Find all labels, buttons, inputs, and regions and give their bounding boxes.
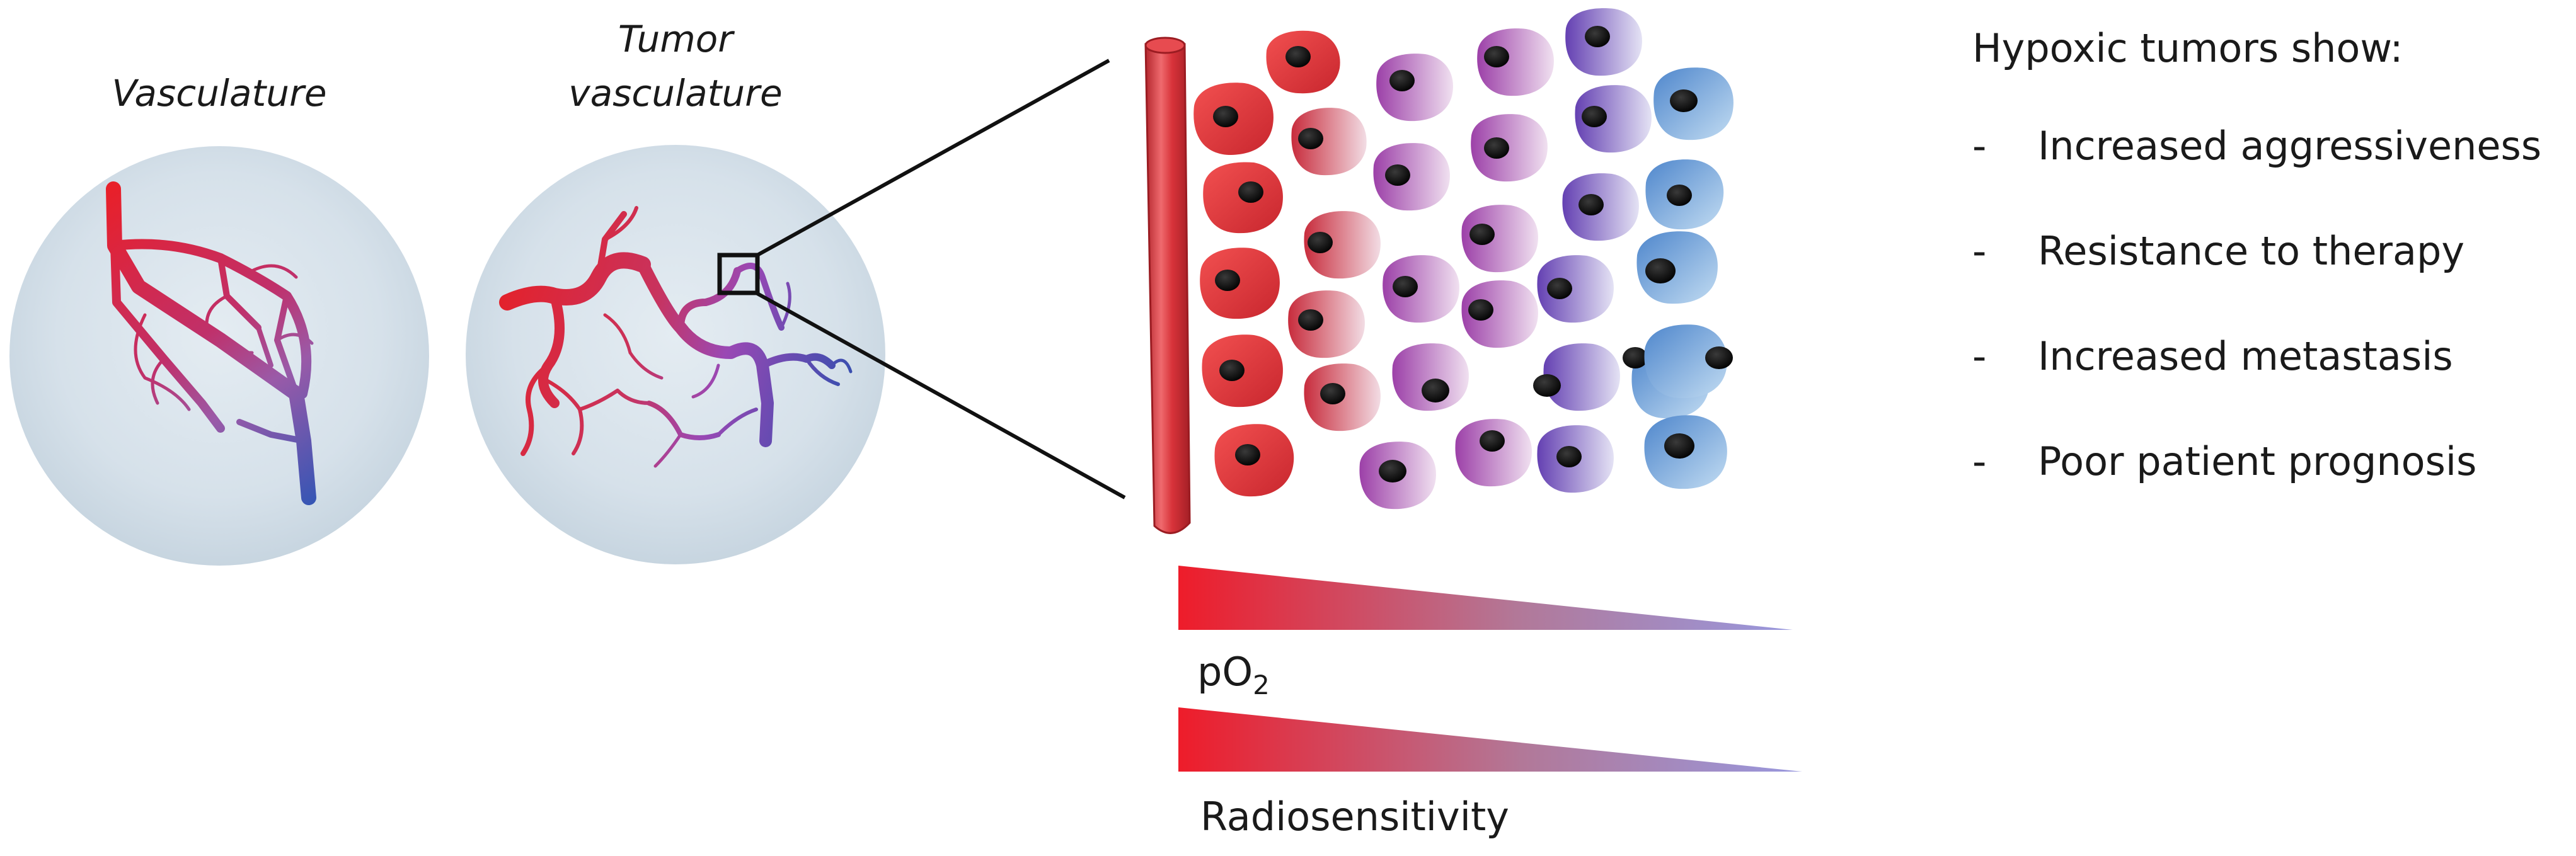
cell xyxy=(1288,290,1365,358)
hypoxia-heading: Hypoxic tumors show: xyxy=(1972,25,2403,71)
cell xyxy=(1645,159,1724,230)
cell xyxy=(1193,83,1274,155)
cell xyxy=(1392,343,1469,411)
normal-vasculature-label: Vasculature xyxy=(112,72,326,115)
cell xyxy=(1644,324,1733,399)
effect-text: Resistance to therapy xyxy=(2038,228,2465,274)
cell xyxy=(1214,424,1294,497)
cell xyxy=(1359,442,1436,510)
bullet-dash: - xyxy=(1972,333,1987,379)
effect-text: Increased aggressiveness xyxy=(2038,123,2542,169)
cell xyxy=(1461,280,1538,348)
cell xyxy=(1461,205,1538,273)
cell xyxy=(1537,255,1614,323)
tumor-vasculature-label-line1: Tumor xyxy=(618,18,735,60)
effect-text: Increased metastasis xyxy=(2038,333,2453,379)
zoom-region-box xyxy=(717,253,760,295)
cell xyxy=(1533,343,1620,411)
cell xyxy=(1653,67,1734,140)
radiosensitivity-gradient-wedge xyxy=(1178,707,1802,772)
hypoxia-effects-panel: Hypoxic tumors show: - Increased aggressi… xyxy=(1972,25,2565,544)
cell xyxy=(1291,108,1367,176)
cell xyxy=(1304,211,1381,279)
tumor-vessel-network xyxy=(499,206,853,468)
cell xyxy=(1376,54,1453,122)
po2-subscript: 2 xyxy=(1253,670,1270,700)
cell xyxy=(1575,85,1652,153)
cell xyxy=(1373,143,1450,211)
cell xyxy=(1477,28,1554,96)
radiosensitivity-label: Radiosensitivity xyxy=(1200,794,1509,840)
cell xyxy=(1636,231,1718,304)
effect-item: - Increased metastasis xyxy=(1972,333,2565,379)
tumor-tissue-disc xyxy=(466,145,885,564)
po2-label: pO2 xyxy=(1197,649,1270,700)
blood-vessel xyxy=(1144,43,1191,534)
zoom-line-top xyxy=(755,59,1110,258)
cell xyxy=(1383,255,1459,323)
cell xyxy=(1266,30,1340,94)
effect-item: - Resistance to therapy xyxy=(1972,228,2565,274)
bullet-dash: - xyxy=(1972,123,1987,169)
effect-item: - Increased aggressiveness xyxy=(1972,123,2565,169)
cell xyxy=(1644,415,1727,489)
bullet-dash: - xyxy=(1972,228,1987,274)
tumor-vasculature-label-line2: vasculature xyxy=(568,72,782,115)
normal-tissue-disc xyxy=(9,146,429,566)
cell xyxy=(1562,173,1639,241)
cell xyxy=(1455,419,1532,487)
cell xyxy=(1537,425,1614,493)
bullet-dash: - xyxy=(1972,438,1987,484)
blood-vessel-opening xyxy=(1144,37,1186,54)
po2-gradient-wedge xyxy=(1178,566,1793,630)
normal-vessel-tree xyxy=(106,181,316,505)
effect-item: - Poor patient prognosis xyxy=(1972,438,2565,484)
cell-layer xyxy=(1193,8,1734,510)
cell xyxy=(1200,248,1280,319)
cell xyxy=(1304,363,1381,431)
effect-text: Poor patient prognosis xyxy=(2038,438,2477,484)
cell xyxy=(1203,162,1283,234)
cell xyxy=(1202,334,1283,408)
zoom-line-bottom xyxy=(755,291,1126,499)
cell xyxy=(1471,114,1548,182)
cell xyxy=(1565,8,1642,76)
